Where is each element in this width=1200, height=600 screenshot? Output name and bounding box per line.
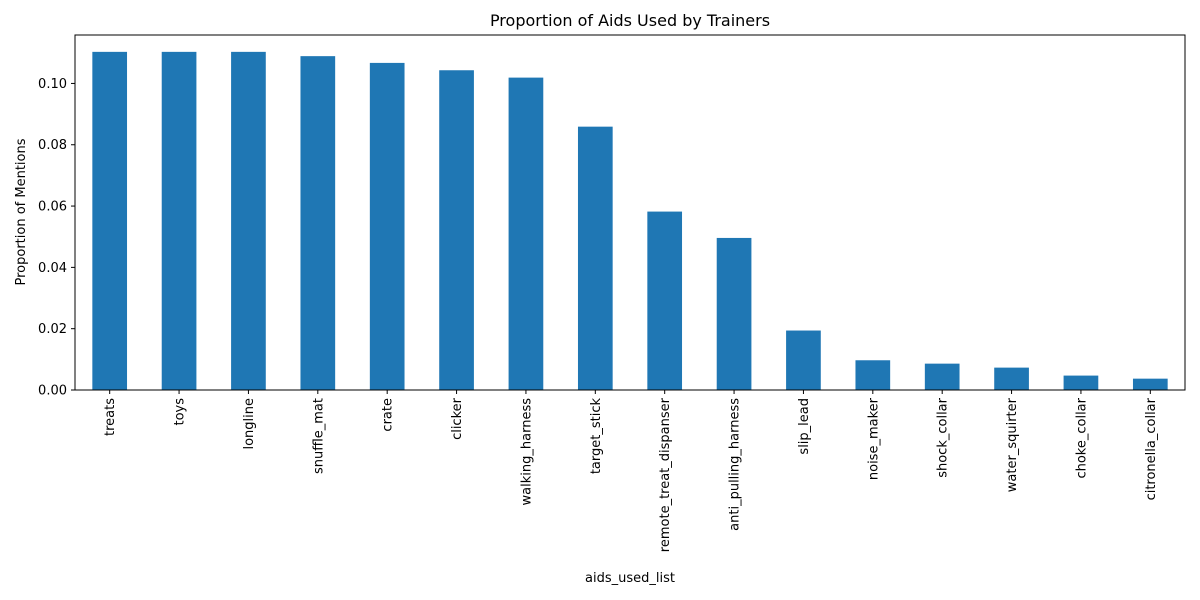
x-tick-label: water_squirter [1005, 397, 1020, 492]
bar-anti_pulling_harness [716, 237, 752, 390]
x-tick-label: citronella_collar [1144, 397, 1159, 500]
x-tick-label: noise_maker [866, 397, 881, 480]
y-axis-label: Proportion of Mentions [14, 138, 29, 285]
x-tick-label: remote_treat_dispanser [658, 397, 673, 552]
y-axis-ticks: 0.00 0.02 0.04 0.06 0.08 0.10 [38, 77, 75, 399]
bar-citronella_collar [1132, 378, 1168, 390]
bar-water_squirter [994, 367, 1029, 390]
bar-slip_lead [786, 330, 821, 390]
y-tick-label: 0.08 [38, 138, 67, 153]
y-tick-label: 0.10 [38, 77, 67, 92]
bar-choke_collar [1063, 375, 1099, 390]
x-tick-label: longline [242, 398, 257, 450]
plot-bars [92, 51, 1168, 391]
x-tick-label: clicker [450, 397, 465, 440]
bar-remote_treat_dispanser [647, 211, 683, 390]
x-tick-label: choke_collar [1074, 397, 1089, 478]
bar-shock_collar [924, 363, 960, 390]
x-axis-ticks: treats toys longline snuffle_mat crate clicke… [103, 390, 1159, 552]
bar-walking_harness [508, 77, 544, 391]
y-tick-label: 0.04 [38, 261, 67, 276]
x-tick-label: crate [381, 398, 396, 432]
x-tick-label: walking_harness [519, 398, 534, 506]
x-tick-label: snuffle_mat [311, 398, 326, 474]
x-tick-label: target_stick [589, 398, 604, 475]
y-tick-label: 0.00 [38, 384, 67, 399]
bar-noise_maker [855, 360, 891, 390]
bar-snuffle_mat [300, 56, 336, 391]
plot-frame [74, 34, 1186, 391]
x-tick-label: toys [173, 398, 188, 426]
y-tick-label: 0.02 [38, 322, 67, 337]
plot-axes [74, 34, 1186, 391]
chart-title: Proportion of Aids Used by Trainers [490, 11, 770, 30]
bar-target_stick [577, 126, 613, 390]
bar-crate [369, 62, 405, 391]
bar-longline [231, 51, 266, 391]
x-tick-label: treats [103, 398, 118, 436]
bar-clicker [439, 70, 474, 390]
bar-treats [92, 51, 128, 391]
x-tick-label: anti_pulling_harness [728, 398, 743, 531]
x-axis-label: aids_used_list [585, 571, 675, 586]
x-tick-label: slip_lead [797, 398, 812, 455]
bar-toys [161, 51, 197, 391]
x-tick-label: shock_collar [936, 397, 951, 477]
y-tick-label: 0.06 [38, 200, 67, 215]
